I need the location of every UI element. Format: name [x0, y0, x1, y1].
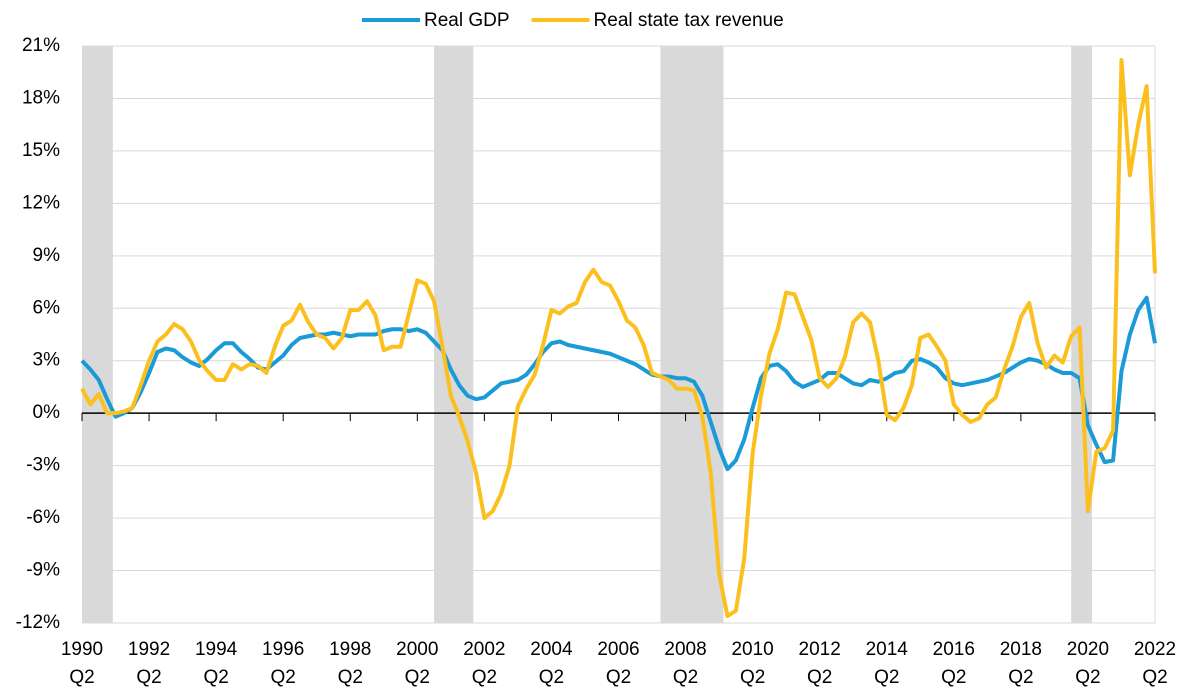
x-tick-label: 2006 Q2 — [597, 639, 639, 688]
x-tick-label: 2016 Q2 — [933, 639, 975, 688]
x-tick-label: 1992 Q2 — [128, 639, 170, 688]
x-tick-label: 2008 Q2 — [664, 639, 706, 688]
x-tick-label: 2000 Q2 — [396, 639, 438, 688]
x-tick-label: 2018 Q2 — [1000, 639, 1042, 688]
x-tick-label: 1994 Q2 — [195, 639, 238, 688]
y-tick-label: 18% — [22, 87, 60, 108]
shaded-period — [660, 46, 724, 623]
x-tick-label: 2022 Q2 — [1134, 639, 1176, 688]
series-line — [80, 295, 1157, 472]
y-tick-label: 0% — [33, 402, 61, 423]
x-tick-label: 2010 Q2 — [731, 639, 773, 688]
x-tick-label: 1996 Q2 — [262, 639, 304, 688]
x-tick-label: 1998 Q2 — [329, 639, 371, 688]
y-tick-label: 3% — [33, 350, 61, 371]
x-tick-label: 2012 Q2 — [799, 639, 841, 688]
y-tick-label: 15% — [22, 140, 60, 161]
y-tick-label: -9% — [26, 560, 60, 581]
x-tick-label: 2002 Q2 — [463, 639, 505, 688]
x-tick-label: 2014 Q2 — [866, 639, 909, 688]
y-tick-label: 12% — [22, 192, 60, 213]
y-tick-label: 6% — [33, 297, 61, 318]
x-tick-label: 2004 Q2 — [530, 639, 573, 688]
legend-label: Real GDP — [424, 10, 510, 31]
y-tick-label: -12% — [16, 612, 60, 633]
y-tick-label: -6% — [26, 507, 60, 528]
x-tick-label: 1990 Q2 — [61, 639, 103, 688]
y-tick-label: 9% — [33, 245, 61, 266]
y-tick-label: 21% — [22, 35, 60, 56]
legend: Real GDP Real state tax revenue — [362, 10, 784, 31]
y-tick-label: -3% — [26, 455, 60, 476]
shaded-period — [82, 46, 113, 623]
x-tick-label: 2020 Q2 — [1067, 639, 1109, 688]
legend-label: Real state tax revenue — [594, 10, 784, 31]
series-line — [80, 57, 1157, 619]
